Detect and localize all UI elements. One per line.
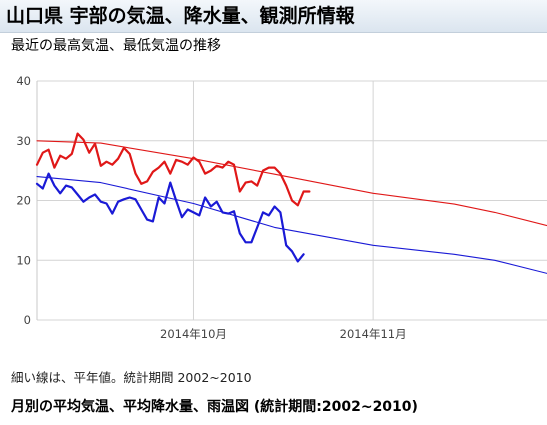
x-tick-label-1: 2014年11月 [340, 327, 407, 341]
y-tick-label-30: 30 [16, 134, 31, 148]
y-tick-label-20: 20 [16, 194, 31, 208]
series-line-normal-min [36, 176, 547, 274]
y-tick-label-0: 0 [24, 313, 31, 327]
header-bar: 山口県 宇部の気温、降水量、観測所情報 [0, 0, 547, 33]
series-line-daily-min [35, 172, 305, 263]
y-tick-label-10: 10 [16, 253, 31, 267]
y-tick-label-40: 40 [16, 74, 31, 88]
chart-title: 最近の最高気温、最低気温の推移 [11, 38, 221, 54]
chart-note: 細い線は、平年値。統計期間 2002~2010 [11, 370, 252, 385]
monthly-climate-section-heading[interactable]: 月別の平均気温、平均降水量、雨温図 (統計期間:2002~2010) [11, 399, 418, 415]
x-tick-label-0: 2014年10月 [160, 327, 227, 341]
page-title: 山口県 宇部の気温、降水量、観測所情報 [6, 5, 355, 27]
series-line-normal-max [36, 140, 547, 227]
temperature-chart: 0 10 20 30 40 2014年10月 2014年11月 [16, 74, 547, 341]
series-line-daily-max [35, 132, 311, 207]
